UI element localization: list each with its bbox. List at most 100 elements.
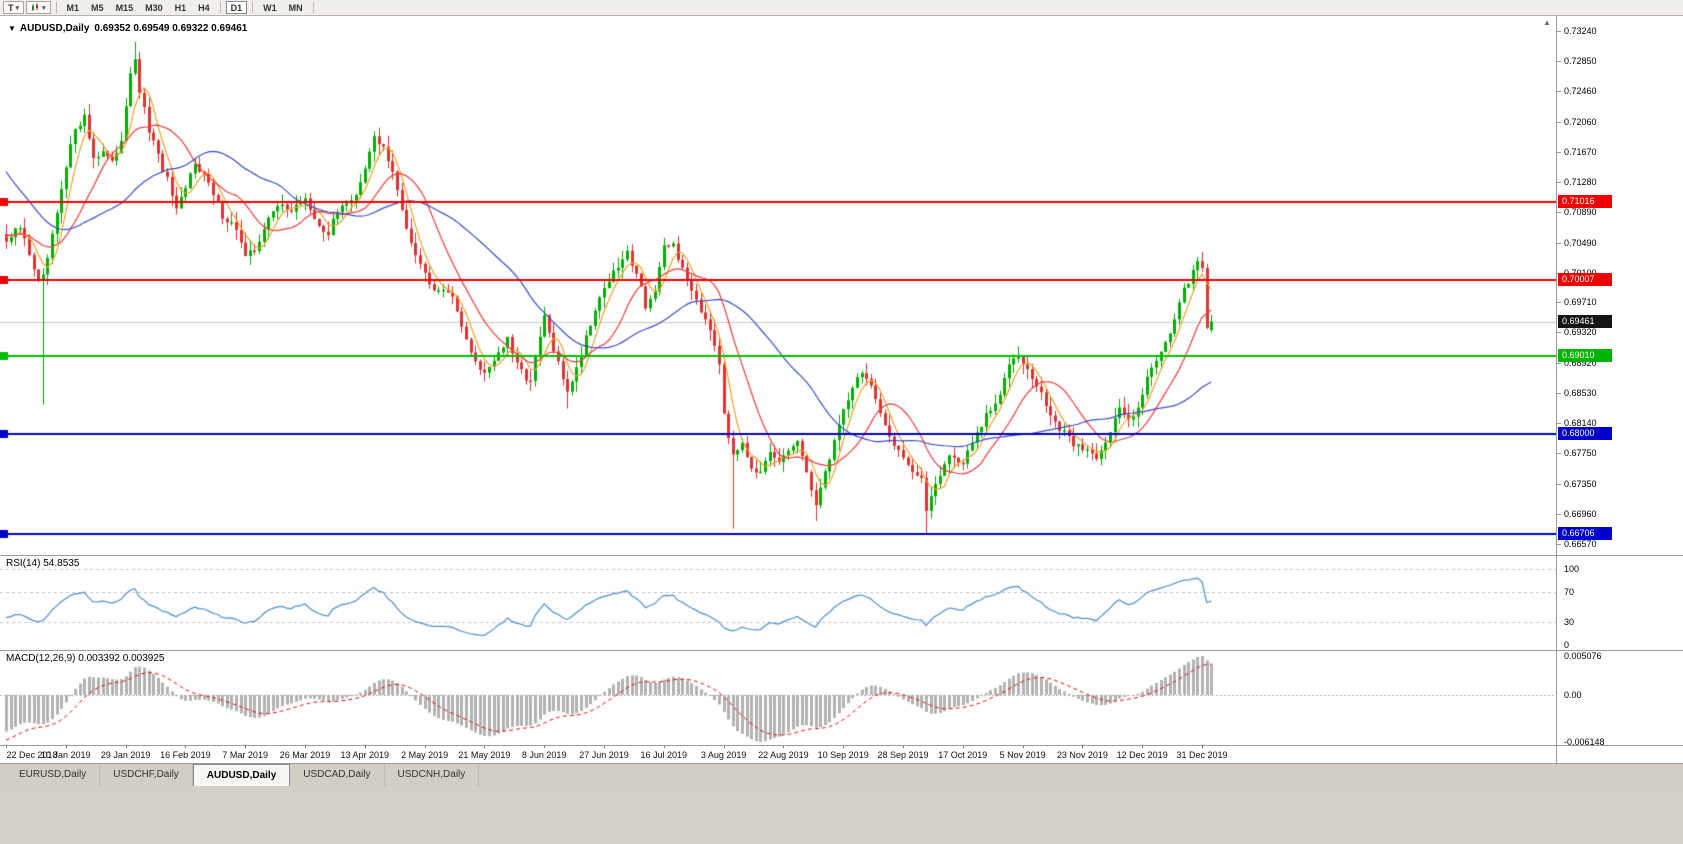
pane-separator[interactable] (0, 650, 1683, 651)
collapse-icon[interactable]: ▼ (8, 24, 16, 33)
date-label: 10 Sep 2019 (817, 750, 869, 760)
timeframe-d1-button[interactable]: D1 (225, 1, 248, 14)
date-label: 22 Dec 2018 (6, 750, 58, 760)
chart-type-button[interactable]: ▾ (26, 1, 51, 14)
date-tick-mark (305, 745, 306, 748)
toolbar-separator (55, 2, 57, 13)
date-tick-mark (6, 745, 7, 748)
timeframe-h1-button[interactable]: H1 (174, 2, 187, 13)
timeframe-m30-button[interactable]: M30 (145, 2, 163, 13)
date-label: 8 Jun 2019 (521, 750, 567, 760)
price-tick-label: 0.72060 (1564, 116, 1597, 127)
templates-button-label: T (8, 2, 14, 13)
price-tick-label: 0.72850 (1564, 55, 1597, 66)
toolbar-separator (219, 2, 221, 13)
date-tick-mark (664, 745, 665, 748)
rsi-level-label: 70 (1564, 586, 1575, 597)
price-tick-mark (1557, 484, 1561, 485)
price-tick-mark (1557, 423, 1561, 424)
price-tick-label: 0.73240 (1564, 26, 1597, 36)
chart-tab-eurusd[interactable]: EURUSD,Daily (6, 764, 101, 786)
date-tick-mark (66, 745, 67, 748)
date-tick-mark (1142, 745, 1143, 748)
price-tick-mark (1557, 393, 1561, 394)
toolbar-separator (312, 2, 314, 13)
axis-separator[interactable] (1556, 16, 1557, 763)
price-tick-label: 0.70100 (1564, 268, 1597, 278)
chart-tabs-bar: EURUSD,Daily USDCHF,Daily AUDUSD,Daily USDC… (0, 763, 1683, 786)
price-tick-label: 0.70490 (1564, 237, 1597, 248)
price-tick-mark (1557, 152, 1561, 153)
date-label: 29 Jan 2019 (100, 750, 151, 760)
chart-tab-usdcad[interactable]: USDCAD,Daily (290, 764, 385, 786)
date-tick-mark (903, 745, 904, 748)
time-axis[interactable]: 22 Dec 2018 10 Jan 2019 29 Jan 2019 16 Feb … (0, 745, 1556, 763)
price-tag: 0.69010 (1558, 349, 1612, 363)
date-tick-mark (604, 745, 605, 748)
price-axis[interactable]: 0.73240 0.72850 0.72460 0.72060 0.71670 0.712… (1557, 16, 1683, 763)
chart-tab-audusd[interactable]: AUDUSD,Daily (192, 764, 291, 786)
rsi-level-label: 0 (1564, 640, 1570, 650)
price-tick-label: 0.67350 (1564, 479, 1597, 489)
price-tick-label: 0.68140 (1564, 418, 1597, 429)
chart-tab-usdcnh[interactable]: USDCNH,Daily (385, 764, 480, 786)
price-tick-label: 0.68920 (1564, 358, 1597, 369)
chart-title[interactable]: ▼ AUDUSD,Daily 0.69352 0.69549 0.69322 0.6… (8, 23, 247, 34)
timeframe-w1-button[interactable]: W1 (263, 2, 277, 13)
templates-button[interactable]: T ▾ (3, 1, 25, 14)
date-tick-mark (484, 745, 485, 748)
date-label: 10 Jan 2019 (41, 750, 91, 760)
macd-indicator-canvas[interactable] (0, 650, 1556, 745)
date-tick-mark (843, 745, 844, 748)
date-label: 13 Apr 2019 (340, 750, 390, 760)
macd-indicator-label: MACD(12,26,9) 0.003392 0.003925 (6, 653, 165, 664)
chart-tab-usdchf[interactable]: USDCHF,Daily (100, 764, 193, 786)
date-label: 22 Aug 2019 (758, 750, 809, 760)
price-tick-mark (1557, 514, 1561, 515)
date-tick-mark (245, 745, 246, 748)
price-tick-label: 0.66960 (1564, 509, 1597, 519)
price-chart-canvas[interactable] (0, 16, 1556, 555)
date-label: 3 Aug 2019 (700, 750, 747, 760)
price-tick-mark (1557, 243, 1561, 244)
price-tick-label: 0.71280 (1564, 176, 1597, 187)
rsi-level-label: 30 (1564, 617, 1575, 628)
price-tag: 0.66706 (1558, 526, 1612, 540)
price-tag: 0.69461 (1558, 314, 1612, 328)
date-tick-mark (126, 745, 127, 748)
price-tick-label: 0.67750 (1564, 448, 1597, 459)
price-tick-label: 0.68530 (1564, 388, 1597, 399)
price-tick-mark (1557, 31, 1561, 32)
timeframe-h4-button[interactable]: H4 (198, 2, 210, 13)
rsi-indicator-label: RSI(14) 54.8535 (6, 558, 80, 569)
price-tick-mark (1557, 363, 1561, 364)
pane-separator[interactable] (0, 745, 1683, 746)
price-tick-mark (1557, 302, 1561, 303)
rsi-indicator-canvas[interactable] (0, 555, 1556, 650)
date-label: 2 May 2019 (401, 750, 449, 760)
pane-separator[interactable] (0, 555, 1683, 556)
price-tick-label: 0.70890 (1564, 206, 1597, 217)
date-tick-mark (724, 745, 725, 748)
timeframe-mn-button[interactable]: MN (288, 2, 303, 13)
price-tick-mark (1557, 61, 1561, 62)
timeframe-buttons: M1 M5 M15 M30 H1 H4 D1 W1 MN (62, 1, 317, 14)
date-label: 27 Jun 2019 (579, 750, 629, 760)
price-tag: 0.71016 (1558, 195, 1612, 209)
timeframe-m15-button[interactable]: M15 (115, 2, 134, 13)
scroll-up-icon[interactable]: ▲ (1543, 18, 1551, 27)
rsi-level-label: 100 (1564, 564, 1580, 574)
date-label: 23 Nov 2019 (1056, 750, 1108, 760)
date-label: 31 Dec 2019 (1176, 750, 1228, 760)
timeframe-m1-button[interactable]: M1 (66, 2, 80, 13)
chart-ohlc-values: 0.69352 0.69549 0.69322 0.69461 (94, 23, 248, 34)
chart-pane: ▼ AUDUSD,Daily 0.69352 0.69549 0.69322 0.6… (0, 16, 1556, 763)
date-label: 17 Oct 2019 (938, 750, 988, 760)
date-label: 28 Sep 2019 (877, 750, 929, 760)
macd-axis-label: 0.005076 (1564, 651, 1602, 661)
date-label: 16 Feb 2019 (160, 750, 211, 760)
timeframe-m5-button[interactable]: M5 (91, 2, 104, 13)
price-tick-mark (1557, 182, 1561, 183)
toolbar-separator (252, 2, 254, 13)
